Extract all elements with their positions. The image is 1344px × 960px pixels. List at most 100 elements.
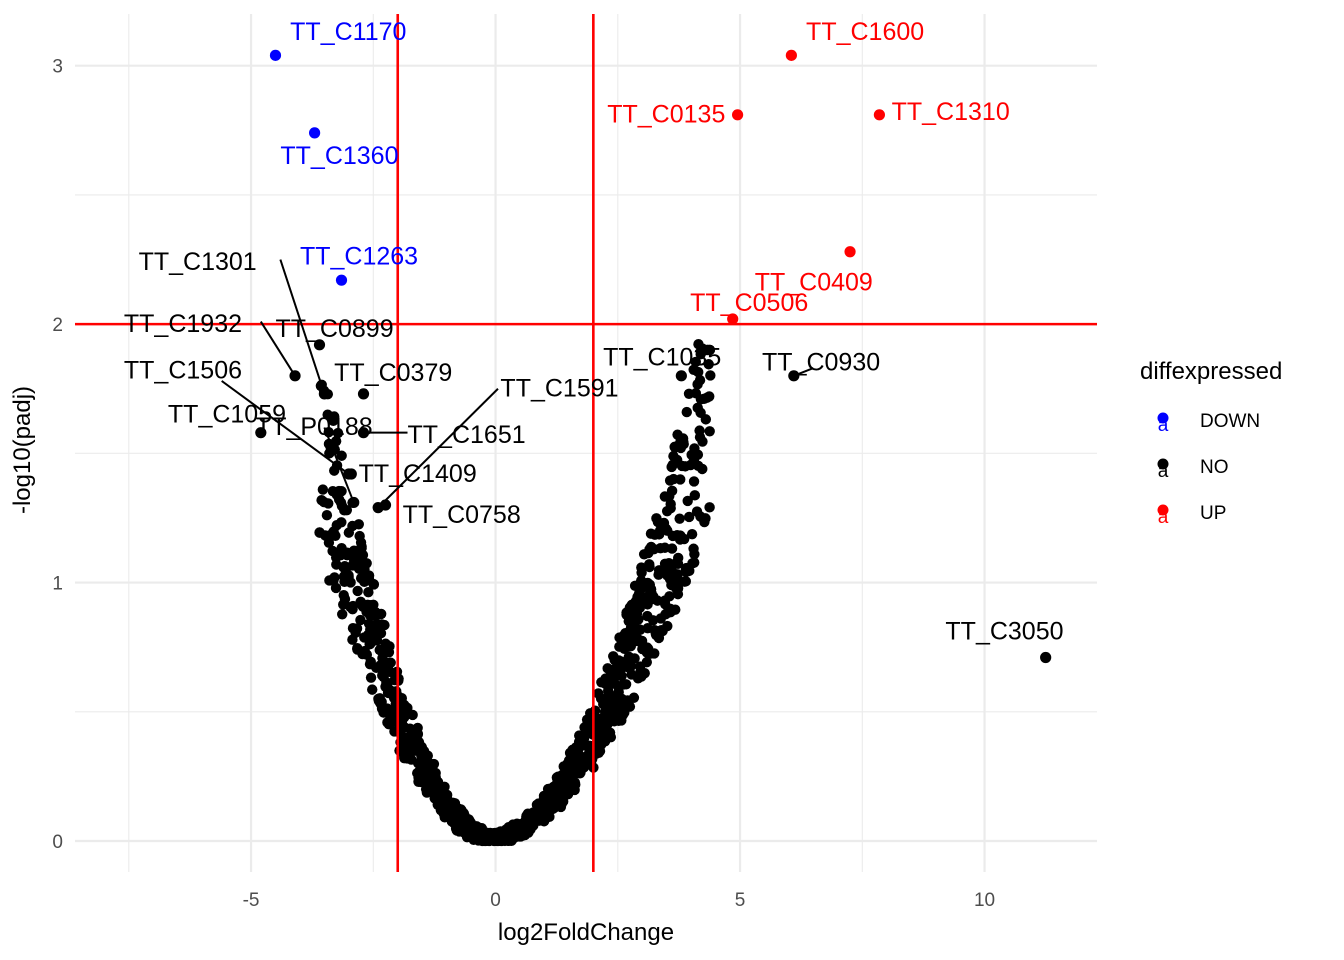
- threshold-lines: [75, 14, 1097, 872]
- data-point: [675, 474, 686, 485]
- data-point: [666, 565, 678, 577]
- data-point: [613, 686, 624, 698]
- data-point: [625, 660, 637, 672]
- data-point: [639, 667, 650, 679]
- data-point: [688, 543, 699, 554]
- data-point: [382, 687, 394, 699]
- data-point: [582, 717, 594, 729]
- data-point-tt_c1035: [675, 370, 687, 382]
- data-point: [628, 605, 639, 616]
- data-point: [589, 705, 601, 716]
- data-point: [703, 359, 714, 370]
- data-point: [674, 513, 685, 524]
- data-point: [354, 530, 365, 542]
- data-point: [639, 644, 650, 655]
- data-point: [347, 634, 358, 645]
- data-point: [550, 781, 561, 793]
- data-point: [332, 427, 344, 439]
- data-point: [453, 825, 464, 836]
- data-point: [686, 529, 698, 540]
- data-point: [317, 484, 329, 495]
- data-point: [442, 794, 453, 805]
- data-point: [420, 772, 431, 783]
- data-point-tt_c1600: [785, 49, 797, 61]
- x-tick-label: 5: [735, 890, 746, 911]
- data-point: [632, 591, 643, 603]
- legend-key-glyph: a: [1158, 415, 1169, 436]
- data-point: [321, 510, 333, 521]
- data-point: [336, 517, 347, 528]
- data-point: [683, 388, 695, 399]
- label-tt_c0379: TT_C0379: [334, 359, 452, 387]
- data-point-tt_c1170: [269, 49, 282, 61]
- data-point: [327, 486, 339, 497]
- label-tt_c1409: TT_C1409: [359, 460, 477, 488]
- data-point: [662, 525, 673, 536]
- data-point: [626, 669, 637, 680]
- data-point: [373, 619, 384, 631]
- connector-tt_c0930: [793, 367, 814, 377]
- data-point: [608, 676, 620, 687]
- data-point: [619, 707, 630, 718]
- data-point: [659, 595, 671, 606]
- data-point: [326, 412, 337, 423]
- legend-label-up: UP: [1200, 503, 1226, 524]
- data-point: [659, 542, 671, 553]
- data-point: [704, 426, 715, 437]
- label-tt_c0930: TT_C0930: [762, 349, 880, 377]
- data-point: [689, 490, 701, 501]
- data-point: [351, 623, 363, 634]
- data-point: [682, 495, 693, 507]
- data-point: [635, 575, 647, 586]
- data-point: [681, 406, 692, 418]
- x-tick-label: 10: [974, 890, 995, 911]
- data-point: [608, 664, 619, 675]
- data-point: [653, 565, 665, 576]
- data-point: [336, 542, 347, 554]
- data-point: [534, 815, 545, 826]
- y-tick-label: 2: [52, 315, 63, 336]
- data-points: [255, 49, 1052, 847]
- data-point: [375, 628, 387, 639]
- data-point: [602, 713, 614, 724]
- data-point: [357, 549, 369, 561]
- x-tick-label: 0: [490, 890, 501, 911]
- data-point: [355, 614, 366, 626]
- label-tt_c0409: TT_C0409: [755, 269, 873, 297]
- legend: diffexpressed a DOWN a NO a UP: [1140, 358, 1282, 528]
- label-tt_p0188: TT_P0188: [256, 413, 373, 441]
- data-point: [618, 630, 630, 641]
- data-point: [347, 520, 358, 532]
- data-point: [352, 643, 363, 654]
- label-tt_c1310: TT_C1310: [892, 98, 1010, 126]
- y-tick-label: 1: [52, 574, 63, 595]
- data-point: [574, 730, 585, 741]
- label-tt_c1591: TT_C1591: [500, 374, 618, 402]
- data-point: [661, 607, 673, 619]
- data-point: [343, 571, 354, 583]
- data-point: [700, 344, 712, 356]
- data-point: [648, 544, 660, 555]
- label-tt_c1651: TT_C1651: [408, 421, 526, 449]
- data-point: [337, 609, 348, 620]
- data-point: [355, 572, 367, 584]
- data-point: [501, 831, 513, 843]
- data-point: [472, 825, 484, 836]
- connector-tt_c1932: [259, 321, 296, 377]
- data-point: [622, 695, 633, 706]
- data-point: [522, 813, 533, 825]
- data-point-tt_c0409: [844, 246, 856, 258]
- data-point: [402, 732, 414, 743]
- data-point: [661, 505, 673, 517]
- data-point: [489, 832, 500, 843]
- data-point: [693, 366, 704, 378]
- data-point: [628, 629, 639, 640]
- data-point: [452, 813, 463, 825]
- label-tt_c0506: TT_C0506: [690, 289, 808, 317]
- data-point: [352, 585, 363, 597]
- data-point: [649, 648, 660, 659]
- data-point: [326, 529, 337, 540]
- data-point-tt_c3050: [1040, 651, 1052, 664]
- data-point-tt_c1059: [255, 427, 267, 439]
- data-point: [411, 730, 422, 741]
